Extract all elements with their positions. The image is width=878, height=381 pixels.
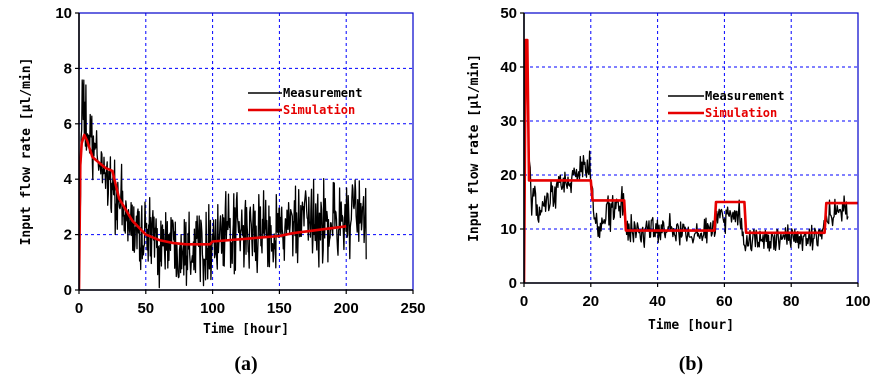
x-tick-label: 50 (137, 300, 154, 317)
y-tick-label: 0 (509, 275, 517, 292)
y-tick-label: 50 (500, 5, 517, 22)
y-tick-label: 0 (64, 282, 72, 299)
simulation-series-line (524, 38, 858, 283)
x-tick-label: 20 (582, 293, 599, 310)
legend-label: Measurement (705, 89, 784, 103)
legend-label: Simulation (705, 106, 777, 120)
y-tick-label: 4 (64, 171, 73, 188)
panel-caption: (a) (234, 353, 257, 375)
x-tick-label: 100 (845, 293, 870, 310)
series-group (524, 38, 858, 283)
y-tick-label: 30 (500, 113, 517, 130)
legend-label: Simulation (283, 103, 355, 117)
y-tick-label: 2 (64, 227, 72, 244)
x-axis-title: Time [hour] (203, 322, 289, 337)
chart-panel-b: 0 20 40 60 80 100 0 10 20 30 40 50 Time [hour] Input … (467, 5, 871, 375)
measurement-series-line (524, 52, 849, 283)
panel-caption: (b) (679, 353, 703, 375)
y-axis-title: Input flow rate [µl/min] (19, 58, 34, 246)
x-tick-label: 0 (520, 293, 528, 310)
measurement-series-line (79, 79, 367, 290)
y-tick-label: 40 (500, 59, 517, 76)
x-tick-label: 100 (200, 300, 225, 317)
y-axis-title: Input flow rate [µl/min] (467, 54, 482, 242)
y-tick-label: 8 (64, 60, 72, 77)
y-tick-label: 10 (55, 5, 72, 22)
y-tick-label: 10 (500, 221, 517, 238)
x-tick-label: 60 (716, 293, 733, 310)
x-tick-label: 40 (649, 293, 666, 310)
x-tick-label: 80 (783, 293, 800, 310)
x-tick-label: 0 (75, 300, 83, 317)
chart-panel-a: 0 50 100 150 200 250 0 2 4 6 8 10 Time [hour] Input f… (19, 5, 426, 375)
legend-label: Measurement (283, 86, 362, 100)
x-tick-label: 200 (334, 300, 359, 317)
x-tick-label: 250 (400, 300, 425, 317)
x-tick-label: 150 (267, 300, 292, 317)
simulation-series-line (79, 133, 347, 290)
series-group (79, 79, 367, 290)
y-tick-label: 20 (500, 167, 517, 184)
x-axis-title: Time [hour] (648, 318, 734, 333)
y-tick-label: 6 (64, 116, 72, 133)
